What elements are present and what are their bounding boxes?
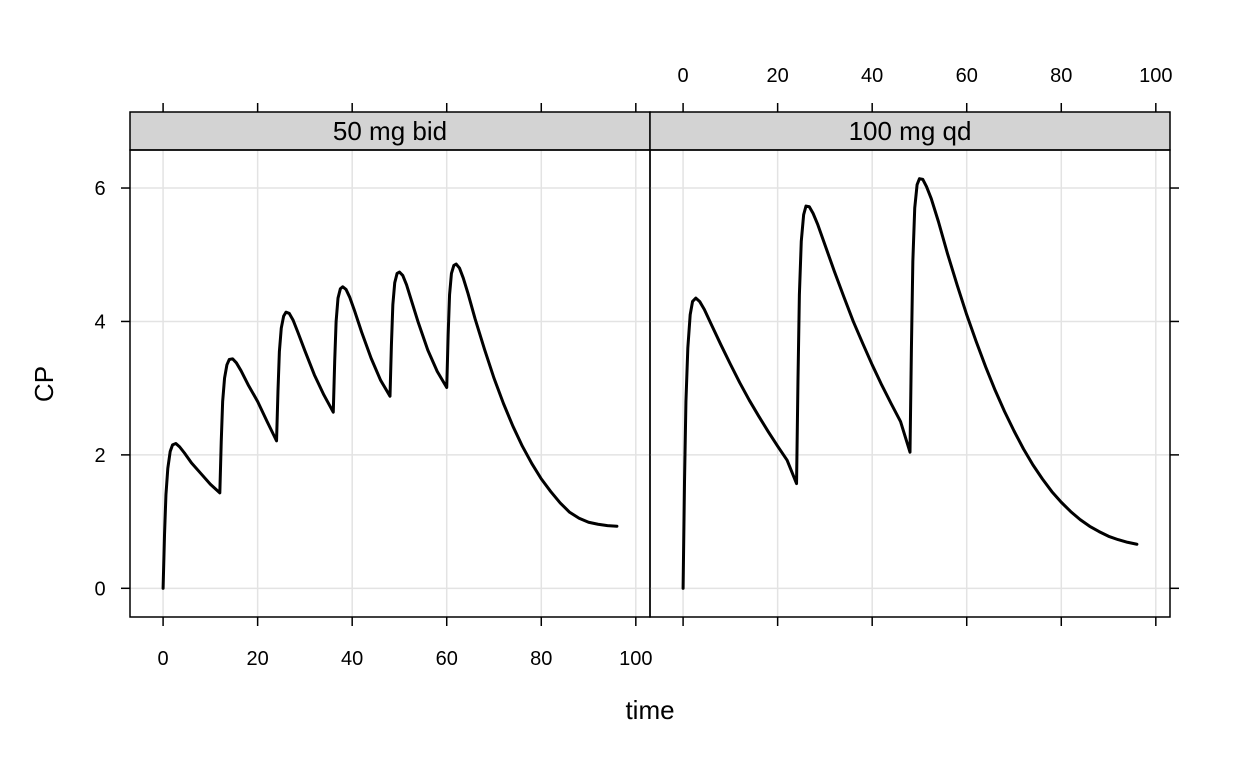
y-tick-label: 4 [94,311,105,333]
x-tick-label: 80 [1050,65,1072,87]
x-tick-label: 20 [767,65,789,87]
series-line [681,177,1139,590]
y-tick-label: 0 [94,578,105,600]
x-tick-label: 100 [619,648,652,670]
x-tick-label: 20 [247,648,269,670]
x-tick-label: 0 [678,65,689,87]
panel-frame [649,149,1171,618]
x-tick-label: 60 [956,65,978,87]
x-tick-label: 60 [436,648,458,670]
x-tick-label: 100 [1139,65,1172,87]
y-axis-title: CP [29,366,59,402]
panel-strip-label: 100 mg qd [849,116,972,146]
panel-strip-label: 50 mg bid [333,116,447,146]
x-tick-label: 40 [861,65,883,87]
x-tick-label: 40 [341,648,363,670]
x-axis-title: time [625,695,674,725]
y-tick-label: 2 [94,445,105,467]
panel-strip [649,111,1171,151]
series-line [161,262,619,590]
y-tick-label: 6 [94,178,105,200]
x-tick-label: 80 [530,648,552,670]
x-tick-label: 0 [158,648,169,670]
